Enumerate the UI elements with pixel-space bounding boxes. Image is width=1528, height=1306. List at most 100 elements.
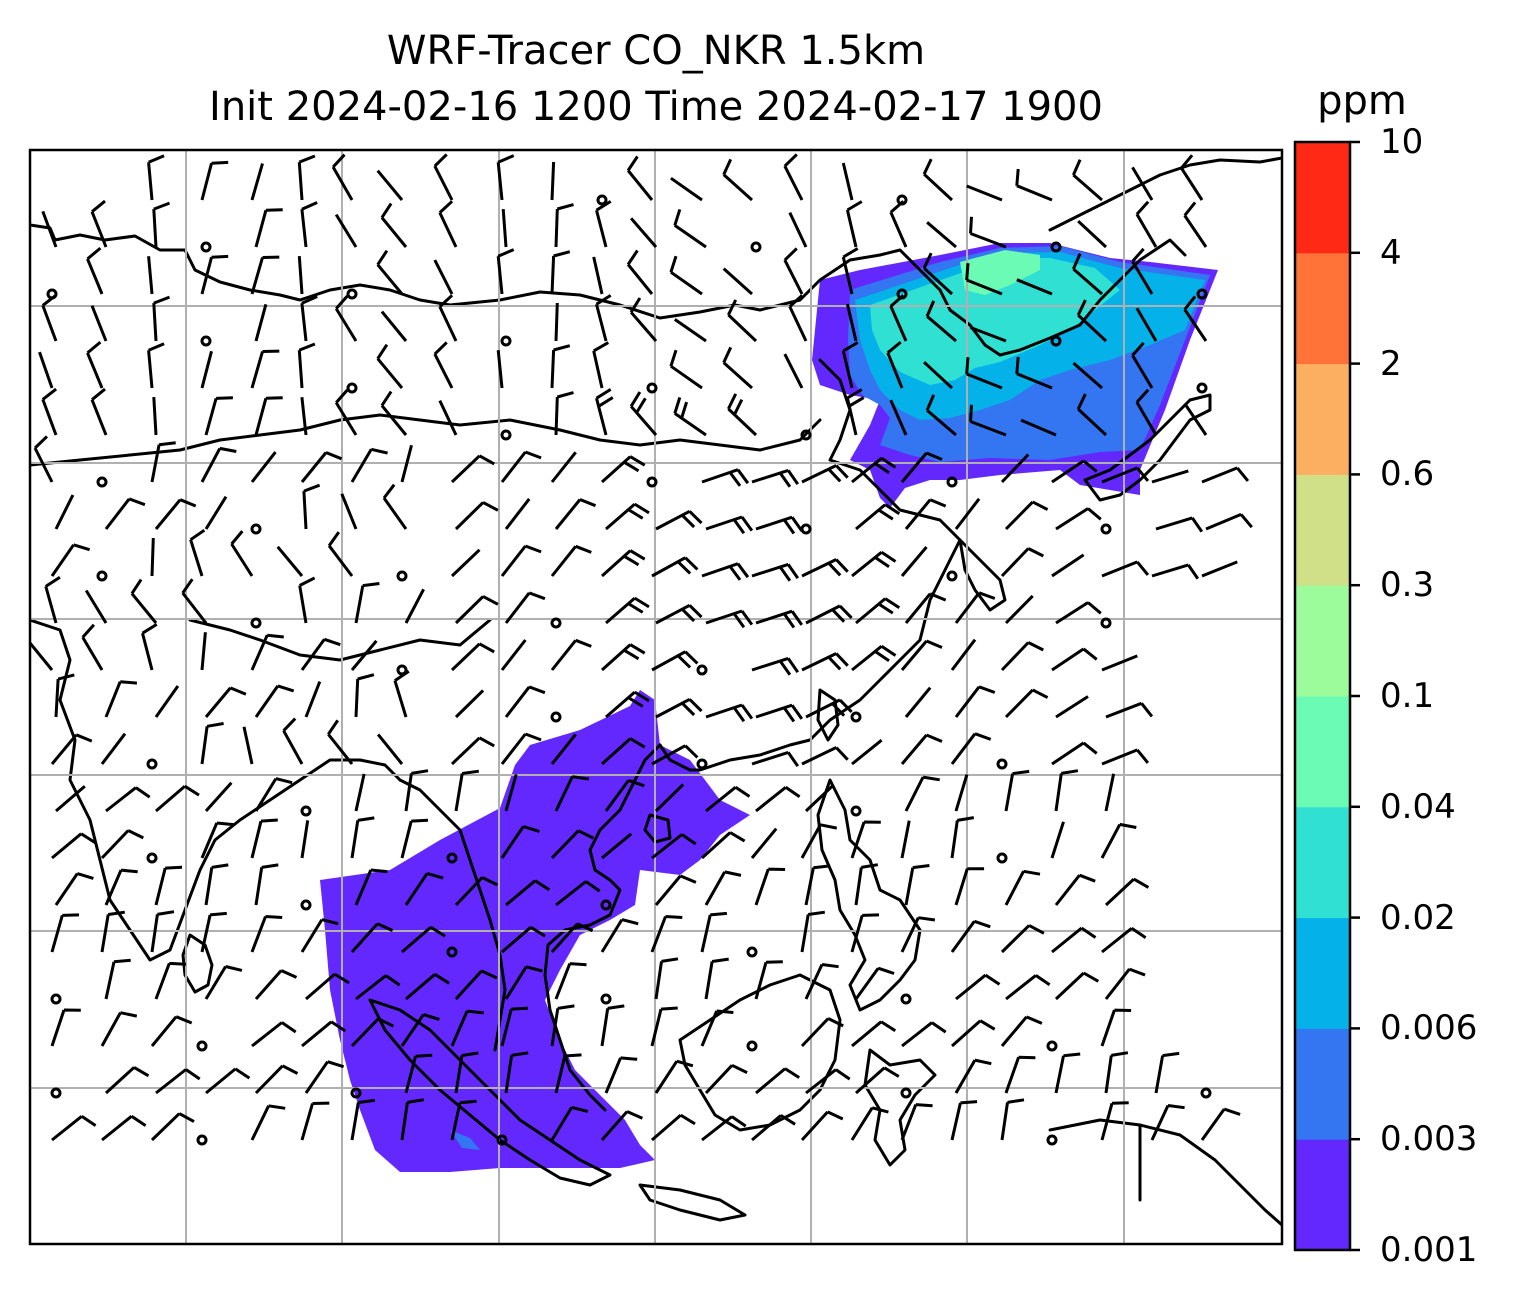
wind-barb: [854, 863, 879, 906]
wind-barb: [450, 736, 495, 766]
wind-barb: [600, 918, 639, 953]
wind-barb: [1055, 601, 1102, 625]
wind-barb: [704, 1063, 748, 1095]
colorbar-band: [1295, 474, 1350, 586]
wind-barb: [181, 578, 208, 624]
calm-marker: [696, 664, 708, 676]
wind-barb: [886, 340, 904, 389]
wind-barb: [304, 681, 322, 718]
wind-barb: [727, 299, 758, 343]
wind-barb: [595, 388, 614, 436]
wind-barb: [104, 868, 138, 906]
wind-barb: [33, 435, 54, 483]
wind-barb: [152, 397, 158, 436]
map-content: [30, 150, 1282, 1244]
wind-barb: [900, 546, 928, 577]
calm-marker: [1200, 1087, 1212, 1099]
wind-barb: [550, 250, 571, 295]
wind-barb: [788, 294, 808, 342]
calm-marker: [1196, 382, 1208, 394]
calm-marker: [600, 993, 612, 1005]
wind-barb: [150, 1112, 195, 1142]
wind-barb: [300, 918, 339, 953]
wind-barb: [200, 821, 234, 859]
wind-barb: [900, 820, 911, 859]
wind-barb: [1054, 873, 1096, 906]
wind-barb: [670, 176, 703, 202]
wind-barb: [1015, 356, 1053, 390]
wind-barb: [673, 208, 707, 249]
wind-barb: [200, 632, 207, 671]
calm-marker: [746, 946, 758, 958]
borneo: [678, 973, 842, 1132]
wind-barb: [801, 464, 849, 484]
wind-barb: [655, 603, 703, 625]
wind-barb: [382, 483, 408, 530]
wind-barb: [1051, 553, 1085, 578]
wind-barb: [250, 163, 264, 201]
wind-barb: [454, 689, 485, 719]
colorbar-band: [1295, 363, 1350, 475]
wind-barb: [969, 404, 1007, 437]
wind-barb: [600, 1110, 644, 1141]
wind-barb: [152, 201, 171, 248]
calm-marker: [496, 1134, 508, 1146]
wind-barb: [804, 963, 839, 1000]
wind-barb: [1101, 560, 1150, 578]
wind-barb: [200, 722, 224, 765]
calm-marker: [896, 288, 908, 300]
wind-barb: [900, 639, 943, 671]
wind-barb: [54, 494, 75, 530]
calm-marker: [946, 476, 958, 488]
wind-barb: [242, 726, 254, 765]
wind-barb: [754, 867, 786, 906]
wind-barb: [496, 154, 515, 201]
wind-barb: [1054, 1052, 1081, 1094]
wind-barb: [1005, 974, 1051, 1001]
calm-marker: [196, 1040, 208, 1052]
wind-barb: [1000, 1015, 1043, 1047]
wind-barb: [1104, 877, 1150, 907]
wind-barb: [90, 305, 108, 342]
wind-barb: [200, 446, 237, 483]
calm-marker: [1100, 617, 1112, 629]
wind-barb: [400, 1013, 440, 1047]
wind-barb: [1051, 459, 1098, 484]
wind-barb: [204, 396, 233, 436]
wind-barb: [200, 350, 213, 389]
wind-barb: [1183, 201, 1208, 248]
wind-barb: [555, 880, 601, 907]
colorbar-tick-label: 0.04: [1380, 786, 1456, 827]
wind-barb: [650, 1006, 678, 1047]
wind-barb: [200, 254, 229, 295]
wind-barb: [300, 201, 318, 248]
wind-barb: [251, 1021, 297, 1048]
asia-coast: [30, 223, 1187, 357]
wind-barb: [101, 1114, 147, 1142]
wind-barb: [300, 820, 310, 859]
wind-barb: [629, 217, 658, 248]
wind-barb: [150, 1015, 193, 1047]
wind-barb: [104, 680, 138, 718]
wind-barb: [334, 295, 358, 342]
co-plume-high-north: [870, 258, 1120, 385]
wind-barb: [755, 609, 804, 629]
calm-marker: [250, 617, 262, 629]
india-coast: [30, 618, 402, 962]
wind-barb: [331, 153, 354, 201]
calm-marker: [350, 1087, 362, 1099]
wind-barb: [722, 346, 754, 390]
wind-barb: [673, 396, 707, 437]
wind-barb: [900, 1103, 933, 1141]
wind-barb: [1050, 821, 1065, 859]
calm-marker: [146, 852, 158, 864]
wind-barb: [205, 1067, 251, 1095]
calm-marker: [346, 288, 358, 300]
calm-marker: [300, 899, 312, 911]
map-frame: [28, 148, 1284, 1246]
wind-barb: [969, 216, 1007, 249]
calm-marker: [46, 288, 58, 300]
colorbar-tick-label: 0.6: [1380, 454, 1435, 495]
wind-barb: [354, 773, 366, 812]
